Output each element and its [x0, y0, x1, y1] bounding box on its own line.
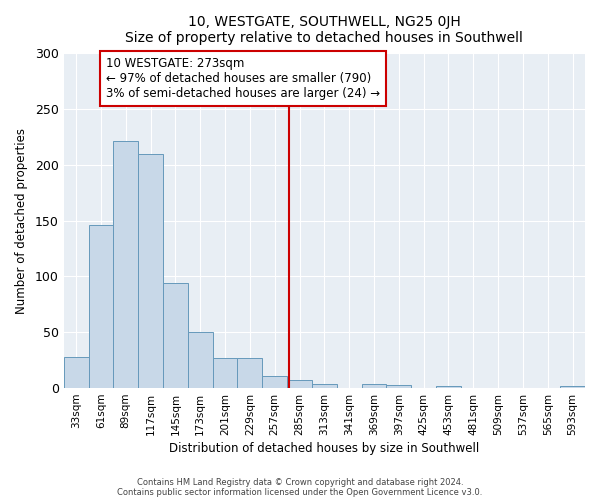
Bar	[163, 283, 188, 388]
Title: 10, WESTGATE, SOUTHWELL, NG25 0JH
Size of property relative to detached houses i: 10, WESTGATE, SOUTHWELL, NG25 0JH Size o…	[125, 15, 523, 45]
Bar	[436, 386, 461, 388]
Bar	[188, 332, 212, 388]
Bar	[89, 225, 113, 388]
X-axis label: Distribution of detached houses by size in Southwell: Distribution of detached houses by size …	[169, 442, 479, 455]
Bar	[238, 358, 262, 388]
Bar	[262, 376, 287, 388]
Bar	[560, 386, 585, 388]
Bar	[312, 384, 337, 388]
Bar	[113, 142, 138, 388]
Text: 10 WESTGATE: 273sqm
← 97% of detached houses are smaller (790)
3% of semi-detach: 10 WESTGATE: 273sqm ← 97% of detached ho…	[106, 56, 380, 100]
Bar	[212, 358, 238, 388]
Text: Contains HM Land Registry data © Crown copyright and database right 2024.
Contai: Contains HM Land Registry data © Crown c…	[118, 478, 482, 497]
Bar	[362, 384, 386, 388]
Bar	[138, 154, 163, 388]
Bar	[64, 357, 89, 388]
Bar	[287, 380, 312, 388]
Y-axis label: Number of detached properties: Number of detached properties	[15, 128, 28, 314]
Bar	[386, 384, 411, 388]
